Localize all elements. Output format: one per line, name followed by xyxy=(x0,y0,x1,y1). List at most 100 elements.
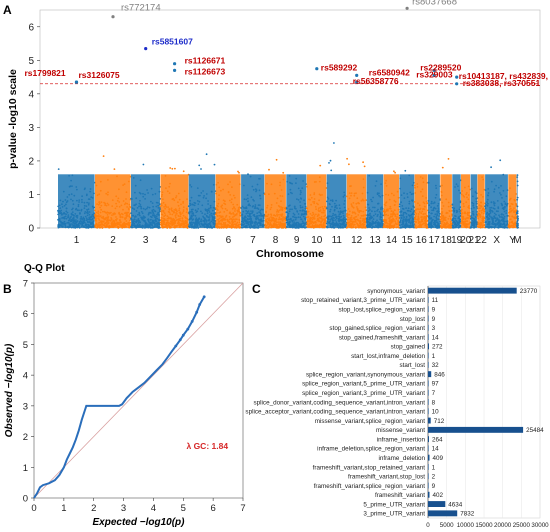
manhattan-point xyxy=(237,170,239,173)
bar-value-label: 32 xyxy=(432,362,440,369)
qq-plot: Q-Q Plot 0 1 2 3 4 5 6 7 0 1 2 3 4 5 6 7 λ GC: 1.84 Expect… xyxy=(4,263,246,528)
bar-xtick-label: 10000 xyxy=(457,522,475,529)
annotated-snp-point xyxy=(173,68,177,72)
snp-annotation-label: rs329003 xyxy=(416,69,453,79)
manhattan-band xyxy=(131,174,160,228)
bar xyxy=(428,315,429,322)
manhattan-ytick-label: 0 xyxy=(28,224,34,235)
manhattan-band xyxy=(452,174,461,228)
manhattan-point xyxy=(174,167,176,170)
manhattan-band xyxy=(477,174,485,228)
manhattan-point xyxy=(182,170,185,173)
bar xyxy=(428,501,446,507)
bar-xtick-label: 0 xyxy=(426,522,430,529)
lambda-gc-label: λ GC: 1.84 xyxy=(186,441,228,451)
snp-annotation-label: rs1799821 xyxy=(25,68,66,78)
manhattan-xtick-label: 17 xyxy=(429,235,441,246)
annotated-snp-point xyxy=(405,6,409,10)
manhattan-point xyxy=(333,142,335,144)
bar xyxy=(428,482,429,489)
manhattan-band xyxy=(264,174,286,228)
qq-xtick-label: 2 xyxy=(91,503,96,514)
manhattan-ytick-label: 1 xyxy=(28,190,34,201)
bar-category-label: 5_prime_UTR_variant xyxy=(363,501,425,508)
manhattan-point xyxy=(238,171,240,174)
qq-ytick-label: 6 xyxy=(23,309,28,320)
bar xyxy=(428,389,429,396)
manhattan-ytick-label: 4 xyxy=(28,89,34,100)
manhattan-xtick-label: 2 xyxy=(110,235,116,246)
qq-xtick-label: 1 xyxy=(61,503,66,514)
manhattan-point xyxy=(102,155,105,158)
bar xyxy=(428,343,429,350)
snp-annotation-label: rs2289520 xyxy=(420,62,461,72)
manhattan-annotations: rs772174 rs8037668 rs5851607 rs1126671rs112… xyxy=(25,0,549,88)
bar xyxy=(428,445,429,452)
bar xyxy=(428,361,429,368)
qq-point xyxy=(198,303,202,306)
snp-annotation-label: rs772174 xyxy=(121,3,161,14)
annotated-snp-point xyxy=(455,82,459,86)
manhattan-band xyxy=(241,174,265,228)
qq-xtick-label: 7 xyxy=(240,503,245,514)
manhattan-band xyxy=(440,174,452,228)
qq-ytick-label: 2 xyxy=(23,432,28,443)
bar-category-label: splice_region_variant,synonymous_variant xyxy=(306,371,425,378)
bar-value-label: 264 xyxy=(432,436,443,443)
bar-category-label: splice_region_variant,5_prime_UTR_varian… xyxy=(302,381,425,388)
qq-ytick-label: 1 xyxy=(23,463,28,474)
qq-point xyxy=(174,344,178,348)
qq-ytick-label: 5 xyxy=(23,340,28,351)
qq-title: Q-Q Plot xyxy=(24,263,65,274)
manhattan-ytick-label: 6 xyxy=(28,22,34,33)
manhattan-point xyxy=(319,164,322,167)
manhattan-xtick-label: 18 xyxy=(441,235,453,246)
manhattan-point xyxy=(394,171,396,174)
bar-value-label: 97 xyxy=(432,381,440,388)
bar-value-label: 9 xyxy=(432,483,436,490)
manhattan-point xyxy=(329,159,332,162)
qq-point xyxy=(181,333,185,337)
qq-ylabel: Observed −log10(p) xyxy=(4,343,15,437)
manhattan-point xyxy=(441,166,444,169)
panel-label-a: A xyxy=(3,3,12,17)
bar-category-label: synonymous_variant xyxy=(367,288,425,295)
manhattan-band xyxy=(188,174,216,228)
bar xyxy=(428,306,429,313)
bar xyxy=(428,491,430,498)
bar-xtick-label: 5000 xyxy=(440,522,454,529)
annotated-snp-point xyxy=(315,67,319,71)
bar-category-label: stop_gained xyxy=(391,344,426,351)
manhattan-xtick-label: 12 xyxy=(351,235,363,246)
manhattan-xtick-label: 16 xyxy=(416,235,428,246)
manhattan-band xyxy=(58,174,95,228)
manhattan-ytick-label: 3 xyxy=(28,123,34,134)
bar-category-label: inframe_deletion,splice_region_variant xyxy=(317,446,425,453)
manhattan-band xyxy=(461,174,471,228)
bar-category-label: splice_donor_variant,coding_sequence_var… xyxy=(253,399,425,406)
snp-annotation-label: rs383038, rs370551 xyxy=(463,78,541,88)
bar-category-label: start_lost xyxy=(399,362,425,369)
panel-label-b: B xyxy=(3,282,12,296)
bar-category-label: 3_prime_UTR_variant xyxy=(363,511,425,518)
snp-annotation-label: rs56358776 xyxy=(353,76,399,86)
annotated-snp-point xyxy=(432,73,436,77)
bar-category-label: inframe_insertion xyxy=(377,436,426,443)
manhattan-ytick-label: 2 xyxy=(28,156,34,167)
bar xyxy=(428,324,429,331)
bar-xtick-label: 30000 xyxy=(531,522,549,529)
manhattan-xlabel: Chromosome xyxy=(256,248,324,260)
manhattan-point xyxy=(499,159,502,162)
bar xyxy=(428,454,430,461)
manhattan-point xyxy=(198,164,201,167)
bar-category-label: inframe_deletion xyxy=(378,455,425,462)
manhattan-xtick-label: 9 xyxy=(294,235,300,246)
manhattan-point xyxy=(363,165,366,168)
qq-point xyxy=(190,320,194,323)
manhattan-point xyxy=(268,168,270,171)
manhattan-point xyxy=(328,162,330,164)
bar-category-label: splice_acceptor_variant,coding_sequence_… xyxy=(245,409,425,416)
annotated-snp-point xyxy=(355,73,359,77)
manhattan-point xyxy=(447,158,450,160)
